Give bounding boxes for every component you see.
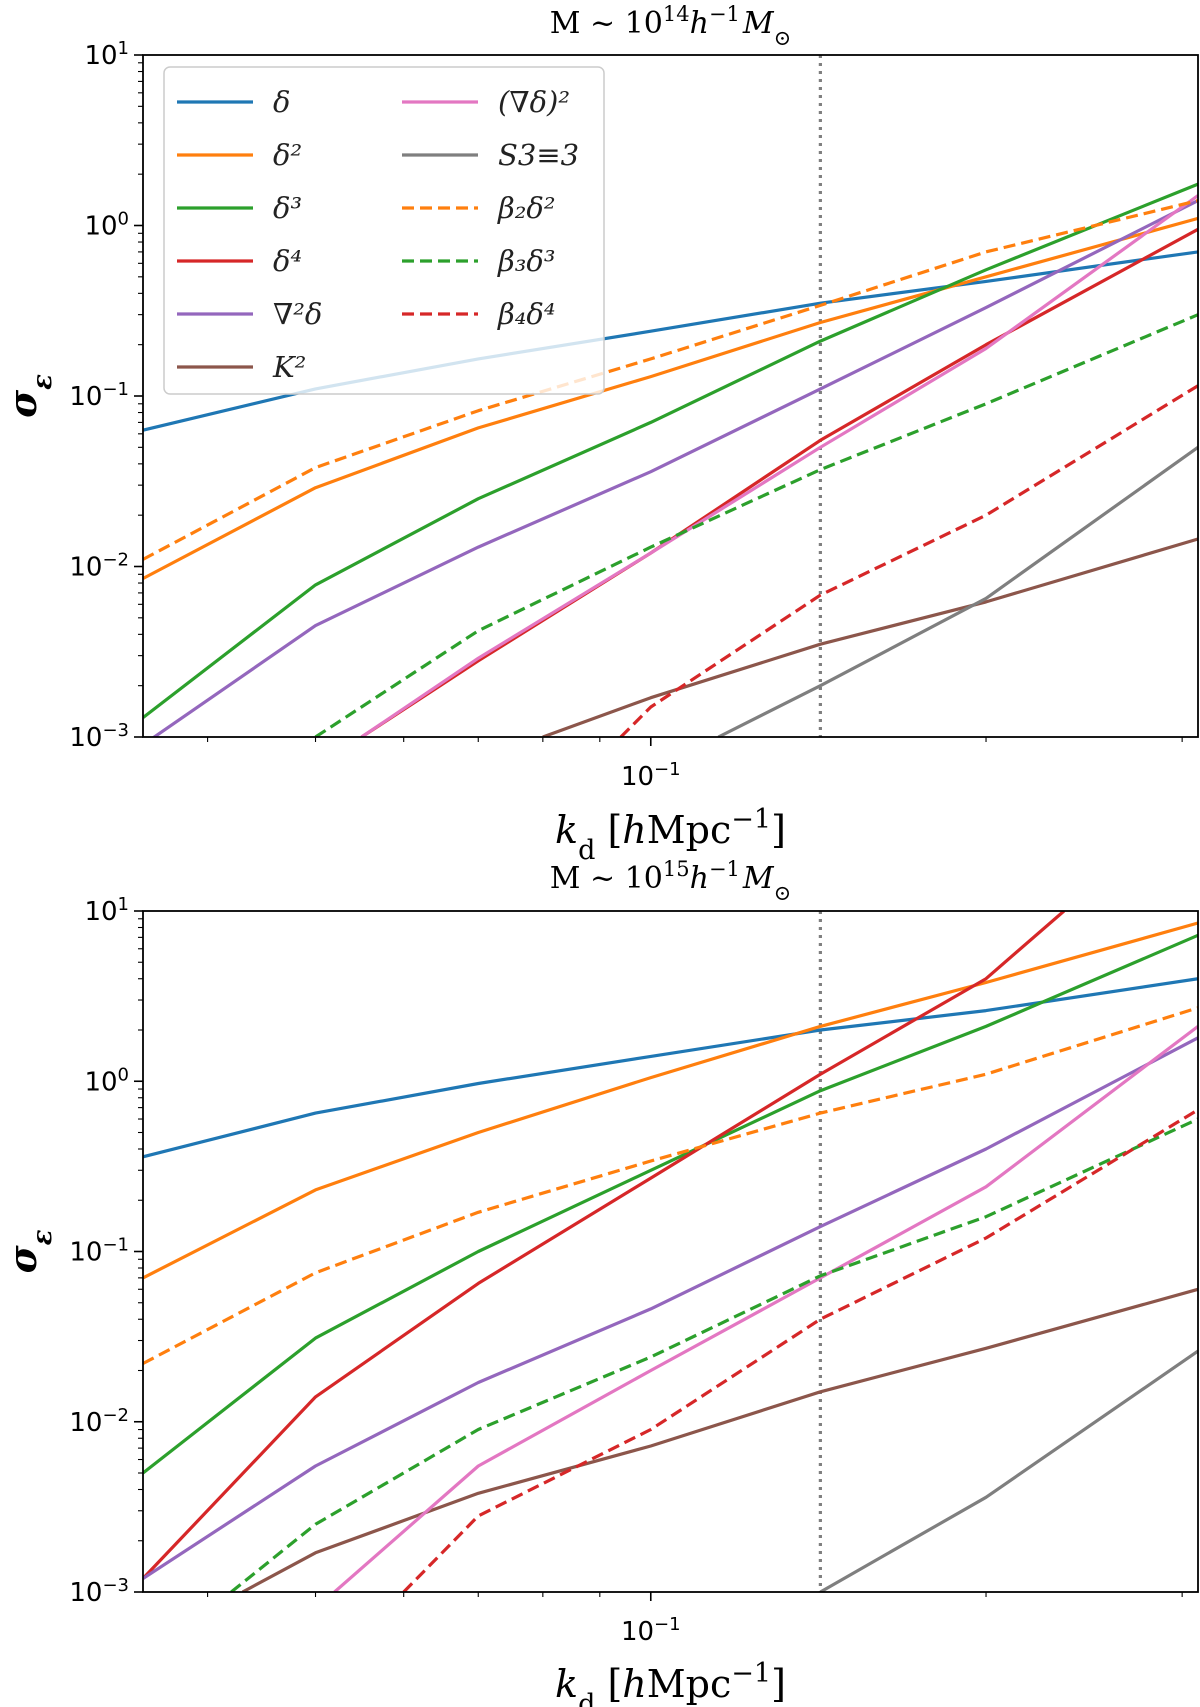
y-tick-label: 10−1 [69,379,129,413]
y-tick-label: 10−1 [69,1234,129,1268]
legend-label-0: δ [273,85,290,119]
y-axis-label: σε [0,1229,58,1273]
bottom-panel: M ~ 1015h−1 M⊙ 10−3 10−2 10−1 100 101 10−1 kd [h… [0,857,1199,1707]
series-line-4 [151,199,1198,737]
legend: δ δ² δ³ δ⁴ ∇²δ K² (∇δ)² S3≡3 β₂δ² β₃δ³ β₄δ⁴ [163,66,605,395]
legend-label-4: ∇²δ [273,297,322,331]
series-line-3 [360,227,1198,737]
series-line-5 [241,1287,1198,1592]
series-line-5 [542,537,1198,737]
chart-title: M ~ 1014h−1 M⊙ [550,2,791,50]
x-tick-label: 10−1 [621,759,681,793]
plot-frame [142,910,1199,1593]
series-line-8 [143,1006,1198,1365]
plot-frame [142,54,1199,738]
series-line-1 [143,216,1198,580]
legend-label-9: β₃δ³ [497,244,555,278]
legend-label-6: (∇δ)² [498,85,570,119]
y-tick-label: 10−2 [69,549,129,583]
series-line-9 [314,313,1198,737]
y-tick-label: 10−3 [69,1575,129,1609]
legend-label-7: S3≡3 [498,138,579,172]
series-line-3 [143,911,1066,1580]
series-line-2 [143,933,1198,1475]
series-line-6 [360,194,1198,737]
series-line-8 [143,199,1198,561]
series-line-2 [143,182,1198,719]
legend-label-10: β₄δ⁴ [497,297,555,331]
legend-label-3: δ⁴ [273,244,302,278]
y-tick-label: 10−2 [69,1404,129,1438]
legend-label-8: β₂δ² [497,191,555,225]
legend-box [163,66,605,395]
series-line-7 [819,1349,1198,1592]
y-tick-label: 100 [84,1064,129,1098]
y-tick-label: 101 [84,38,129,72]
series-line-10 [619,384,1198,737]
x-axis-label: kd [hMpc−1] [555,1658,786,1707]
x-tick-label: 10−1 [621,1614,681,1648]
legend-label-5: K² [272,350,306,384]
chart-title: M ~ 1015h−1 M⊙ [550,857,791,905]
series-line-10 [402,1108,1198,1592]
top-panel: M ~ 1014h−1 M⊙ 10−3 10−2 10−1 100 101 10−1 kd [h… [0,2,1199,866]
series-line-0 [143,977,1198,1159]
y-axis-label: σε [0,374,58,418]
series-group [143,911,1198,1592]
y-tick-label: 101 [84,894,129,928]
series-line-9 [230,1117,1198,1592]
series-line-7 [717,445,1198,737]
series-line-6 [333,1025,1198,1592]
y-tick-label: 100 [84,208,129,242]
legend-label-1: δ² [273,138,302,172]
x-axis-label: kd [hMpc−1] [555,804,786,866]
series-line-1 [143,921,1198,1280]
series-line-4 [143,1036,1198,1580]
legend-label-2: δ³ [273,191,302,225]
y-tick-label: 10−3 [69,720,129,754]
